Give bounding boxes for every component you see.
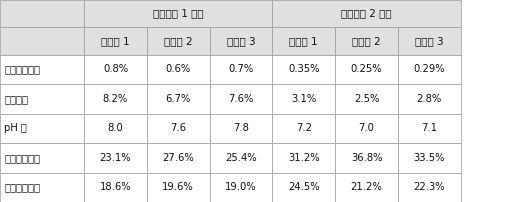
Text: 2.5%: 2.5%: [354, 94, 379, 104]
Bar: [0, 84, 84, 114]
Text: 0.8%: 0.8%: [103, 64, 128, 74]
Bar: [147, 143, 210, 173]
Bar: [210, 143, 272, 173]
Text: 7.2: 7.2: [296, 123, 312, 133]
Text: 7.1: 7.1: [421, 123, 437, 133]
Bar: [335, 173, 398, 202]
Bar: [272, 173, 335, 202]
Bar: [272, 27, 335, 55]
Text: 实施例 2: 实施例 2: [352, 36, 381, 46]
Bar: [147, 55, 210, 84]
Bar: [84, 27, 147, 55]
Text: 7.8: 7.8: [233, 123, 249, 133]
Bar: [210, 27, 272, 55]
Bar: [398, 27, 461, 55]
Bar: [210, 114, 272, 143]
Text: 2.8%: 2.8%: [417, 94, 442, 104]
Bar: [84, 0, 272, 27]
Text: 36.8%: 36.8%: [351, 153, 383, 163]
Text: 31.2%: 31.2%: [288, 153, 320, 163]
Text: 19.0%: 19.0%: [225, 182, 257, 192]
Text: 紫薇种植 1 年后: 紫薇种植 1 年后: [153, 9, 204, 19]
Text: 实施例 1: 实施例 1: [101, 36, 130, 46]
Text: 0.29%: 0.29%: [413, 64, 445, 74]
Bar: [84, 173, 147, 202]
Bar: [272, 143, 335, 173]
Text: 黄腎酸的含量: 黄腎酸的含量: [4, 182, 40, 192]
Bar: [210, 84, 272, 114]
Text: 0.7%: 0.7%: [228, 64, 254, 74]
Text: 实施例 3: 实施例 3: [415, 36, 444, 46]
Bar: [0, 143, 84, 173]
Bar: [0, 173, 84, 202]
Bar: [398, 143, 461, 173]
Bar: [84, 143, 147, 173]
Bar: [335, 55, 398, 84]
Bar: [398, 114, 461, 143]
Bar: [335, 114, 398, 143]
Text: 6.7%: 6.7%: [165, 94, 191, 104]
Bar: [147, 114, 210, 143]
Text: 实施例 3: 实施例 3: [227, 36, 255, 46]
Bar: [147, 173, 210, 202]
Text: 21.2%: 21.2%: [351, 182, 383, 192]
Text: 22.3%: 22.3%: [413, 182, 445, 192]
Text: 24.5%: 24.5%: [288, 182, 320, 192]
Bar: [84, 114, 147, 143]
Bar: [272, 0, 461, 27]
Bar: [335, 27, 398, 55]
Text: 8.0: 8.0: [107, 123, 123, 133]
Bar: [0, 0, 84, 27]
Text: 实施例 2: 实施例 2: [164, 36, 193, 46]
Text: 27.6%: 27.6%: [162, 153, 194, 163]
Text: 25.4%: 25.4%: [225, 153, 257, 163]
Bar: [210, 55, 272, 84]
Text: 实施例 1: 实施例 1: [289, 36, 318, 46]
Text: 3.1%: 3.1%: [291, 94, 317, 104]
Bar: [335, 84, 398, 114]
Text: 紫薇种植 2 年后: 紫薇种植 2 年后: [341, 9, 392, 19]
Bar: [272, 84, 335, 114]
Text: 33.5%: 33.5%: [413, 153, 445, 163]
Text: 19.6%: 19.6%: [162, 182, 194, 192]
Bar: [0, 55, 84, 84]
Text: 0.25%: 0.25%: [351, 64, 383, 74]
Text: 7.6%: 7.6%: [228, 94, 254, 104]
Text: 碳酸盐的含量: 碳酸盐的含量: [4, 64, 40, 74]
Bar: [398, 173, 461, 202]
Bar: [147, 27, 210, 55]
Bar: [272, 114, 335, 143]
Bar: [210, 173, 272, 202]
Bar: [84, 55, 147, 84]
Text: pH 値: pH 値: [4, 123, 27, 133]
Text: 8.2%: 8.2%: [103, 94, 128, 104]
Bar: [0, 27, 84, 55]
Text: 23.1%: 23.1%: [99, 153, 131, 163]
Text: 7.6: 7.6: [170, 123, 186, 133]
Bar: [398, 55, 461, 84]
Text: 0.35%: 0.35%: [288, 64, 320, 74]
Bar: [84, 84, 147, 114]
Bar: [398, 84, 461, 114]
Text: 18.6%: 18.6%: [99, 182, 131, 192]
Bar: [147, 84, 210, 114]
Text: 7.0: 7.0: [359, 123, 375, 133]
Bar: [335, 143, 398, 173]
Bar: [0, 114, 84, 143]
Text: 0.6%: 0.6%: [165, 64, 191, 74]
Text: 碱化程度: 碱化程度: [4, 94, 28, 104]
Text: 腎殖酸的含量: 腎殖酸的含量: [4, 153, 40, 163]
Bar: [272, 55, 335, 84]
